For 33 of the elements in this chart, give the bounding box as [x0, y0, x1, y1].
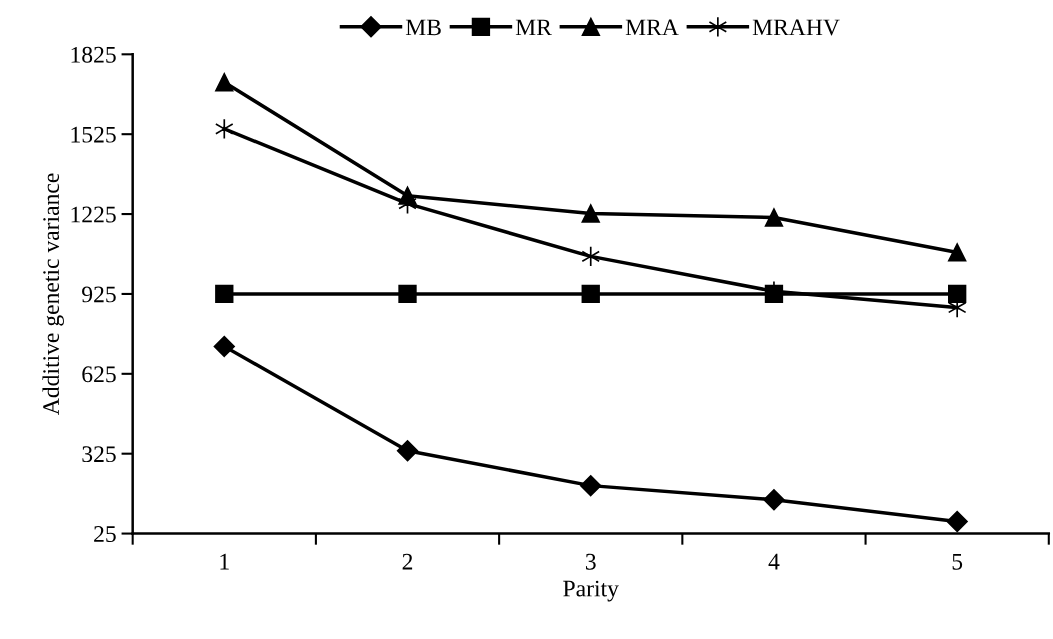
y-tick-label: 625 — [82, 366, 116, 383]
x-tick-label: 4 — [768, 553, 780, 570]
y-tick-label: 1225 — [71, 206, 116, 223]
point — [581, 284, 600, 304]
point — [215, 284, 234, 304]
point — [948, 243, 967, 262]
legend-label: MRA — [625, 19, 679, 36]
y-tick-label: 1525 — [71, 126, 116, 143]
x-tick-label: 2 — [402, 553, 413, 570]
x-tick-label: 5 — [952, 553, 963, 570]
point — [946, 510, 968, 533]
point — [764, 208, 784, 227]
point — [398, 284, 417, 304]
point — [215, 118, 234, 140]
point — [948, 284, 967, 304]
legend-label: MR — [515, 19, 552, 36]
point — [581, 204, 600, 223]
y-axis-title: Additive genetic variance — [42, 173, 64, 415]
point — [763, 489, 785, 511]
point — [213, 335, 235, 358]
point — [396, 440, 419, 462]
point — [580, 474, 602, 497]
y-tick-label: 1825 — [71, 46, 116, 63]
y-tick-label: 925 — [82, 286, 116, 303]
x-axis-title: Parity — [563, 580, 619, 602]
y-tick-label: 25 — [94, 526, 116, 542]
x-tick-label: 1 — [220, 553, 229, 570]
legend-label: MB — [405, 19, 441, 36]
x-tick-label: 3 — [585, 553, 596, 570]
point — [581, 245, 600, 267]
point — [215, 73, 234, 92]
legend-label: MRAHV — [752, 19, 840, 36]
y-tick-label: 325 — [82, 446, 116, 463]
